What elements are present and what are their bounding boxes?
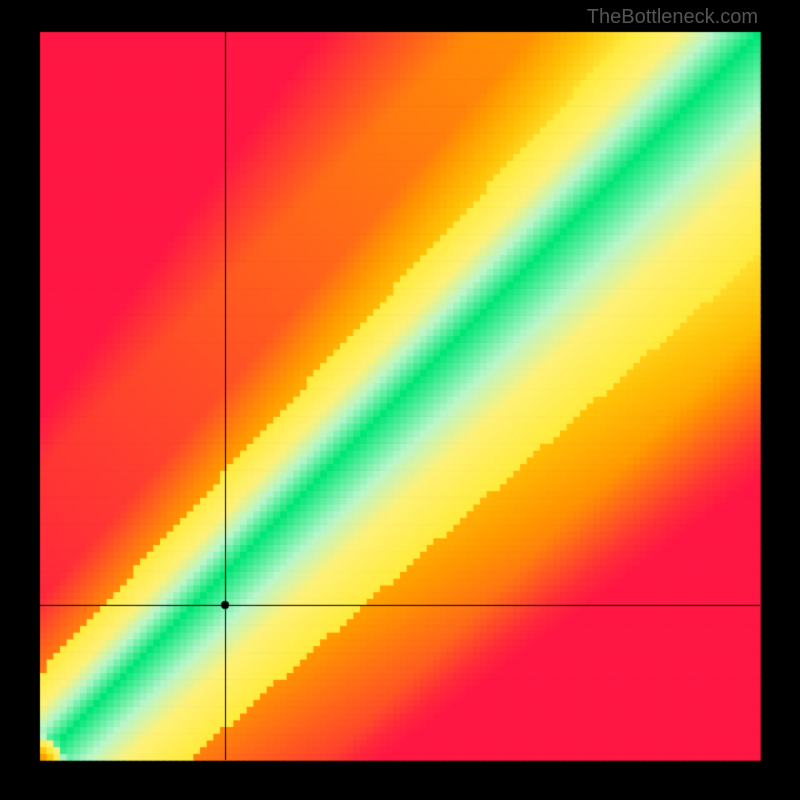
watermark-text: TheBottleneck.com: [587, 6, 758, 29]
bottleneck-heatmap-canvas: [0, 0, 800, 800]
